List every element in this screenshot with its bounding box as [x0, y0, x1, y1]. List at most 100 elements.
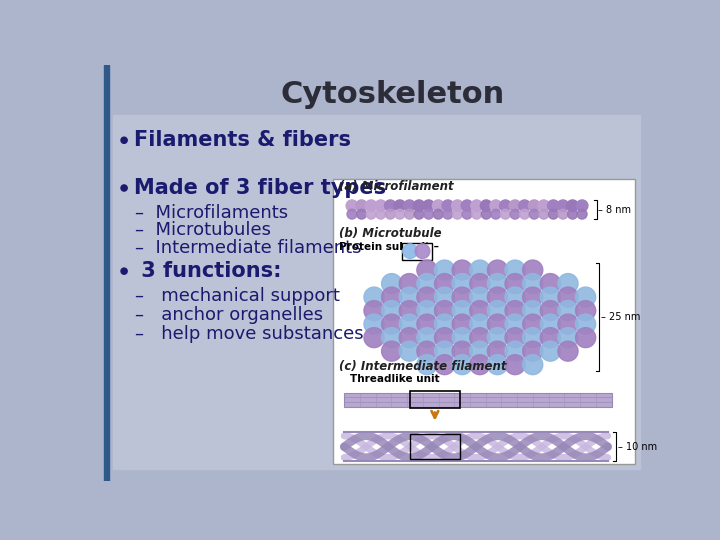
Circle shape [557, 200, 569, 212]
Text: Made of 3 fiber types: Made of 3 fiber types [134, 178, 387, 198]
Circle shape [575, 301, 595, 321]
Circle shape [549, 210, 558, 219]
Circle shape [558, 274, 578, 294]
Circle shape [480, 200, 492, 212]
Circle shape [519, 200, 531, 212]
Bar [410, 434, 461, 459]
Circle shape [452, 274, 472, 294]
Circle shape [487, 355, 508, 375]
Circle shape [382, 274, 402, 294]
Bar [104, 65, 109, 481]
Circle shape [523, 274, 543, 294]
Circle shape [510, 210, 520, 219]
Circle shape [405, 210, 415, 219]
Circle shape [487, 274, 508, 294]
Circle shape [558, 301, 578, 321]
Circle shape [469, 328, 490, 348]
Circle shape [490, 200, 502, 212]
Bar [410, 392, 461, 408]
Text: – 8 nm: – 8 nm [598, 205, 631, 215]
Circle shape [364, 314, 384, 334]
Text: Cytoskeleton: Cytoskeleton [280, 79, 505, 109]
Circle shape [469, 260, 490, 280]
Circle shape [402, 244, 418, 259]
Circle shape [395, 210, 405, 219]
Circle shape [399, 274, 419, 294]
Circle shape [399, 341, 419, 361]
Circle shape [347, 210, 357, 219]
Circle shape [558, 210, 568, 219]
Circle shape [452, 355, 472, 375]
Circle shape [423, 200, 434, 212]
Circle shape [547, 200, 559, 212]
Text: Threadlike unit: Threadlike unit [350, 374, 439, 384]
Text: –   mechanical support: – mechanical support [135, 287, 340, 305]
Circle shape [538, 200, 549, 212]
Circle shape [399, 328, 419, 348]
Circle shape [442, 200, 454, 212]
Circle shape [540, 287, 560, 307]
Circle shape [451, 200, 463, 212]
Circle shape [558, 287, 578, 307]
Circle shape [469, 314, 490, 334]
Circle shape [469, 355, 490, 375]
Text: –  Intermediate filaments: – Intermediate filaments [135, 239, 361, 257]
Circle shape [523, 301, 543, 321]
Circle shape [577, 210, 587, 219]
Circle shape [433, 210, 444, 219]
Circle shape [540, 274, 560, 294]
Circle shape [382, 301, 402, 321]
Circle shape [121, 185, 127, 191]
Circle shape [505, 301, 525, 321]
Circle shape [462, 200, 473, 212]
Text: – 10 nm: – 10 nm [618, 442, 657, 452]
Text: Filaments & fibers: Filaments & fibers [134, 130, 351, 150]
Circle shape [575, 314, 595, 334]
Circle shape [523, 260, 543, 280]
Text: –  Microfilaments: – Microfilaments [135, 204, 288, 221]
Circle shape [399, 314, 419, 334]
Circle shape [558, 341, 578, 361]
Circle shape [481, 210, 491, 219]
Bar [113, 115, 640, 469]
Circle shape [434, 314, 454, 334]
Circle shape [452, 287, 472, 307]
Circle shape [462, 210, 472, 219]
Circle shape [404, 200, 415, 212]
Circle shape [382, 341, 402, 361]
Circle shape [434, 274, 454, 294]
Bar [402, 242, 432, 260]
Circle shape [434, 260, 454, 280]
Circle shape [523, 314, 543, 334]
Circle shape [469, 274, 490, 294]
Text: 3 functions:: 3 functions: [134, 261, 282, 281]
Circle shape [472, 210, 482, 219]
Circle shape [366, 210, 376, 219]
Circle shape [417, 314, 437, 334]
Circle shape [399, 287, 419, 307]
Circle shape [433, 200, 444, 212]
Circle shape [471, 200, 482, 212]
Circle shape [414, 210, 424, 219]
Text: (c) Intermediate filament: (c) Intermediate filament [339, 360, 506, 373]
Circle shape [540, 328, 560, 348]
Circle shape [539, 210, 549, 219]
Circle shape [384, 200, 396, 212]
Circle shape [576, 200, 588, 212]
Circle shape [469, 341, 490, 361]
Circle shape [434, 287, 454, 307]
Circle shape [417, 260, 437, 280]
Circle shape [567, 210, 577, 219]
Circle shape [452, 260, 472, 280]
Circle shape [540, 314, 560, 334]
Circle shape [558, 314, 578, 334]
Circle shape [487, 287, 508, 307]
Circle shape [356, 210, 366, 219]
Text: –  Microtubules: – Microtubules [135, 221, 271, 239]
Circle shape [399, 301, 419, 321]
Circle shape [523, 328, 543, 348]
Circle shape [375, 200, 387, 212]
Circle shape [505, 287, 525, 307]
Circle shape [452, 314, 472, 334]
Circle shape [434, 301, 454, 321]
